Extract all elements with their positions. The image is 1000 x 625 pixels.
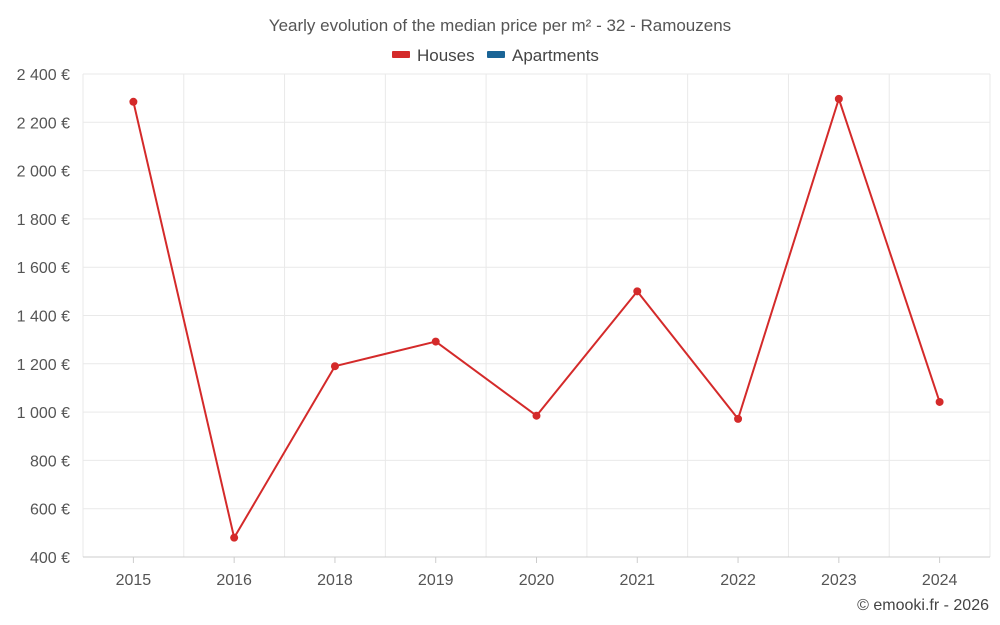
x-tick-label: 2018	[317, 572, 353, 589]
x-tick-label: 2023	[821, 572, 857, 589]
x-tick-label: 2022	[720, 572, 756, 589]
y-tick-label: 1 600 €	[17, 260, 70, 277]
x-tick-label: 2024	[922, 572, 958, 589]
y-tick-label: 2 000 €	[17, 164, 70, 181]
y-tick-label: 2 200 €	[17, 115, 70, 132]
houses-data-point[interactable]	[532, 411, 541, 420]
houses-data-point[interactable]	[834, 94, 843, 103]
houses-data-point[interactable]	[431, 337, 440, 346]
houses-line	[132, 97, 941, 539]
x-tick-label: 2020	[519, 572, 555, 589]
legend-label-houses: Houses	[417, 46, 475, 65]
x-axis-ticks: 2015 2016 2018 2019 2020 2021 2022 2023 2024	[116, 557, 958, 589]
credit-text: © emooki.fr - 2026	[857, 597, 989, 614]
houses-data-point[interactable]	[230, 533, 239, 542]
legend-item-houses[interactable]: Houses	[392, 46, 475, 65]
chart-title: Yearly evolution of the median price per…	[269, 16, 731, 35]
legend-swatch-houses	[392, 51, 410, 58]
y-tick-label: 800 €	[30, 453, 70, 470]
legend-item-apartments[interactable]: Apartments	[487, 46, 599, 65]
y-tick-label: 1 400 €	[17, 309, 70, 326]
y-tick-label: 400 €	[30, 550, 70, 567]
x-tick-label: 2021	[619, 572, 655, 589]
y-tick-label: 1 200 €	[17, 357, 70, 374]
legend-label-apartments: Apartments	[512, 46, 599, 65]
y-tick-label: 600 €	[30, 502, 70, 519]
houses-data-point[interactable]	[330, 362, 339, 371]
houses-data-point[interactable]	[935, 397, 944, 406]
x-tick-label: 2015	[116, 572, 152, 589]
y-axis-ticks: 400 € 600 € 800 € 1 000 € 1 200 € 1 400 € 1 60…	[17, 67, 70, 567]
y-tick-label: 2 400 €	[17, 67, 70, 84]
legend: Houses Apartments	[392, 46, 599, 65]
legend-swatch-apartments	[487, 51, 505, 58]
y-tick-label: 1 000 €	[17, 405, 70, 422]
y-tick-label: 1 800 €	[17, 212, 70, 229]
x-tick-label: 2016	[216, 572, 252, 589]
houses-data-point[interactable]	[734, 414, 743, 423]
x-tick-label: 2019	[418, 572, 454, 589]
houses-data-point[interactable]	[633, 287, 642, 296]
series-houses	[129, 94, 944, 542]
houses-data-point[interactable]	[129, 97, 138, 106]
